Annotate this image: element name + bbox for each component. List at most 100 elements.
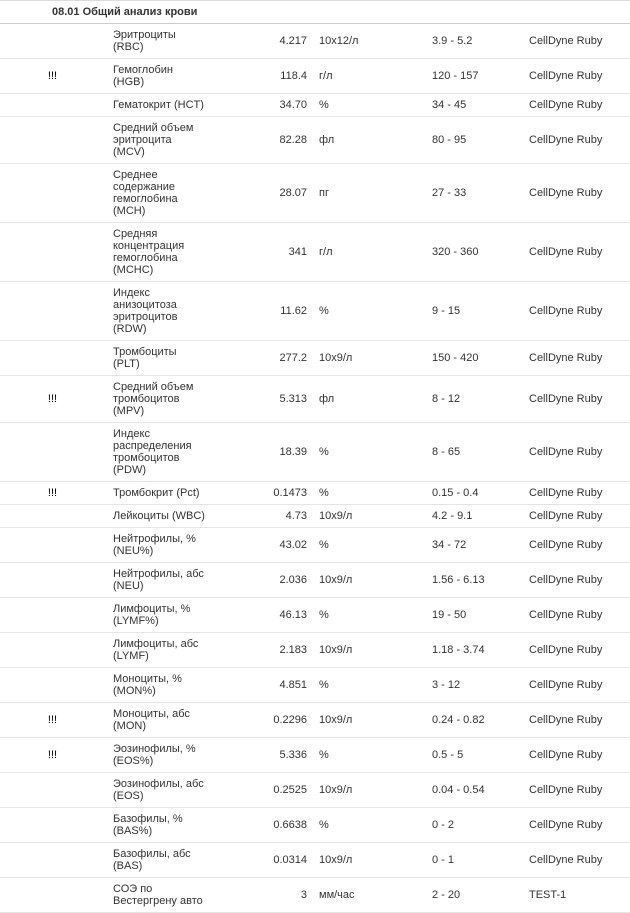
alert-cell bbox=[0, 164, 105, 223]
table-row: Средняя концентрация гемоглобина (MCHC) 3… bbox=[0, 223, 630, 282]
parameter-value: 118.4 bbox=[210, 59, 315, 94]
parameter-value: 5.313 bbox=[210, 376, 315, 423]
alert-cell bbox=[0, 282, 105, 341]
table-row: СОЭ по Вестергрену авто3мм/час2 - 20TEST… bbox=[0, 878, 630, 913]
parameter-name: Средняя концентрация гемоглобина (MCHC) bbox=[105, 223, 210, 282]
parameter-name: СОЭ по Вестергрену авто bbox=[105, 878, 210, 913]
parameter-unit: % bbox=[315, 423, 420, 482]
alert-cell bbox=[0, 94, 105, 117]
parameter-name: Эритроциты (RBC) bbox=[105, 24, 210, 59]
analyzer-device: CellDyne Ruby bbox=[525, 376, 630, 423]
alert-cell bbox=[0, 633, 105, 668]
analyzer-device: CellDyne Ruby bbox=[525, 24, 630, 59]
parameter-name: Индекс распределения тромбоцитов (PDW) bbox=[105, 423, 210, 482]
analyzer-device: CellDyne Ruby bbox=[525, 633, 630, 668]
reference-range: 0.5 - 5 bbox=[420, 738, 525, 773]
parameter-value: 0.0314 bbox=[210, 843, 315, 878]
parameter-value: 34.70 bbox=[210, 94, 315, 117]
parameter-unit: фл bbox=[315, 376, 420, 423]
analyzer-device: CellDyne Ruby bbox=[525, 843, 630, 878]
parameter-unit: г/л bbox=[315, 223, 420, 282]
parameter-unit: 10x9/л bbox=[315, 505, 420, 528]
table-row: Индекс распределения тромбоцитов (PDW)18… bbox=[0, 423, 630, 482]
table-row: Лейкоциты (WBC)4.7310x9/л4.2 - 9.1CellDy… bbox=[0, 505, 630, 528]
parameter-unit: % bbox=[315, 482, 420, 505]
reference-range: 150 - 420 bbox=[420, 341, 525, 376]
alert-cell: !!! bbox=[0, 376, 105, 423]
parameter-unit: 10x9/л bbox=[315, 843, 420, 878]
table-row: Эритроциты (RBC)4.21710x12/л3.9 - 5.2Cel… bbox=[0, 24, 630, 59]
table-row: Нейтрофилы, % (NEU%)43.02%34 - 72CellDyn… bbox=[0, 528, 630, 563]
parameter-unit: фл bbox=[315, 117, 420, 164]
analyzer-device: CellDyne Ruby bbox=[525, 341, 630, 376]
parameter-unit: пг bbox=[315, 164, 420, 223]
parameter-value: 3 bbox=[210, 878, 315, 913]
table-row: Базофилы, абс (BAS)0.031410x9/л0 - 1Cell… bbox=[0, 843, 630, 878]
analyzer-device: CellDyne Ruby bbox=[525, 282, 630, 341]
parameter-value: 5.336 bbox=[210, 738, 315, 773]
parameter-name: Нейтрофилы, % (NEU%) bbox=[105, 528, 210, 563]
parameter-unit: % bbox=[315, 282, 420, 341]
table-row: !!!Эозинофилы, % (EOS%)5.336%0.5 - 5Cell… bbox=[0, 738, 630, 773]
parameter-value: 11.62 bbox=[210, 282, 315, 341]
parameter-value: 2.036 bbox=[210, 563, 315, 598]
parameter-unit: 10x9/л bbox=[315, 773, 420, 808]
reference-range: 80 - 95 bbox=[420, 117, 525, 164]
parameter-unit: % bbox=[315, 808, 420, 843]
analyzer-device: TEST-1 bbox=[525, 878, 630, 913]
parameter-name: Нейтрофилы, абс (NEU) bbox=[105, 563, 210, 598]
table-row: !!!Тромбокрит (Pct)0.1473%0.15 - 0.4Cell… bbox=[0, 482, 630, 505]
analyzer-device: CellDyne Ruby bbox=[525, 738, 630, 773]
parameter-value: 2.183 bbox=[210, 633, 315, 668]
reference-range: 19 - 50 bbox=[420, 598, 525, 633]
reference-range: 3 - 12 bbox=[420, 668, 525, 703]
analyzer-device: CellDyne Ruby bbox=[525, 808, 630, 843]
reference-range: 2 - 20 bbox=[420, 878, 525, 913]
table-row: !!!Средний объем тромбоцитов (MPV)5.313ф… bbox=[0, 376, 630, 423]
reference-range: 0 - 1 bbox=[420, 843, 525, 878]
parameter-value: 0.6638 bbox=[210, 808, 315, 843]
parameter-value: 18.39 bbox=[210, 423, 315, 482]
parameter-unit: мм/час bbox=[315, 878, 420, 913]
parameter-value: 0.2525 bbox=[210, 773, 315, 808]
parameter-name: Лимфоциты, % (LYMF%) bbox=[105, 598, 210, 633]
table-row: Гематокрит (HCT)34.70%34 - 45CellDyne Ru… bbox=[0, 94, 630, 117]
parameter-unit: г/л bbox=[315, 59, 420, 94]
parameter-name: Тромбоциты (PLT) bbox=[105, 341, 210, 376]
reference-range: 3.9 - 5.2 bbox=[420, 24, 525, 59]
analyzer-device: CellDyne Ruby bbox=[525, 668, 630, 703]
parameter-name: Индекс анизоцитоза эритроцитов (RDW) bbox=[105, 282, 210, 341]
reference-range: 320 - 360 bbox=[420, 223, 525, 282]
parameter-name: Лимфоциты, абс (LYMF) bbox=[105, 633, 210, 668]
analyzer-device: CellDyne Ruby bbox=[525, 563, 630, 598]
analyzer-device: CellDyne Ruby bbox=[525, 94, 630, 117]
alert-cell bbox=[0, 878, 105, 913]
analyzer-device: CellDyne Ruby bbox=[525, 117, 630, 164]
table-row: Тромбоциты (PLT)277.210x9/л150 - 420Cell… bbox=[0, 341, 630, 376]
alert-cell bbox=[0, 528, 105, 563]
alert-cell bbox=[0, 423, 105, 482]
alert-cell bbox=[0, 668, 105, 703]
table-row: Нейтрофилы, абс (NEU)2.03610x9/л1.56 - 6… bbox=[0, 563, 630, 598]
alert-cell bbox=[0, 843, 105, 878]
reference-range: 8 - 65 bbox=[420, 423, 525, 482]
analyzer-device: CellDyne Ruby bbox=[525, 482, 630, 505]
parameter-unit: 10x9/л bbox=[315, 563, 420, 598]
section-title: 08.01 Общий анализ крови bbox=[0, 1, 630, 24]
reference-range: 9 - 15 bbox=[420, 282, 525, 341]
parameter-name: Тромбокрит (Pct) bbox=[105, 482, 210, 505]
analyzer-device: CellDyne Ruby bbox=[525, 773, 630, 808]
parameter-name: Моноциты, абс (MON) bbox=[105, 703, 210, 738]
parameter-unit: 10x9/л bbox=[315, 703, 420, 738]
reference-range: 4.2 - 9.1 bbox=[420, 505, 525, 528]
parameter-value: 0.1473 bbox=[210, 482, 315, 505]
analyzer-device: CellDyne Ruby bbox=[525, 59, 630, 94]
parameter-name: Лейкоциты (WBC) bbox=[105, 505, 210, 528]
table-row: !!!Гемоглобин (HGB)118.4г/л120 - 157Cell… bbox=[0, 59, 630, 94]
analyzer-device: CellDyne Ruby bbox=[525, 223, 630, 282]
alert-cell: !!! bbox=[0, 738, 105, 773]
parameter-name: Эозинофилы, % (EOS%) bbox=[105, 738, 210, 773]
alert-cell bbox=[0, 563, 105, 598]
alert-cell: !!! bbox=[0, 59, 105, 94]
alert-cell: !!! bbox=[0, 482, 105, 505]
